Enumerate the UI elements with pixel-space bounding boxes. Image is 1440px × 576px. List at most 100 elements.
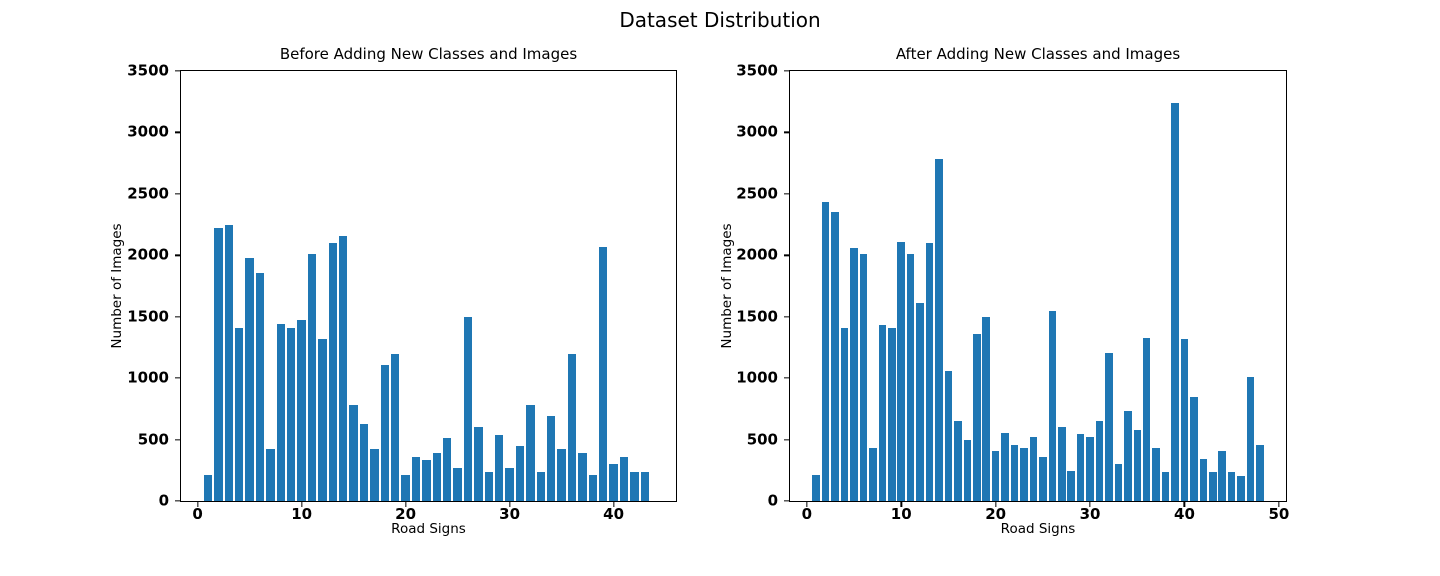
y-tick-mark [174,316,180,318]
bar [991,450,1000,501]
y-tick-label: 2500 [127,184,169,203]
bar [203,475,213,501]
bar [505,467,514,501]
bar [484,471,493,501]
bar [1227,472,1236,501]
x-tick-mark [806,502,808,508]
y-tick-label: 3500 [127,61,169,80]
bar [640,471,649,501]
bar [916,302,924,501]
bar [1067,470,1075,501]
bar [1190,396,1198,501]
bar [906,254,915,501]
bar [831,212,839,501]
bar [578,453,587,501]
bar [609,464,618,501]
y-tick-label: 500 [746,430,778,449]
bar [359,423,369,501]
y-tick-mark [783,316,789,318]
bar [1133,430,1142,501]
bar [214,228,223,501]
bar [307,254,317,501]
y-tick-label: 1500 [127,307,169,326]
x-tick-mark [1183,502,1186,508]
bar [944,371,953,501]
bar [1039,457,1047,501]
x-tick-label: 10 [890,505,912,523]
y-tick-mark [174,500,180,502]
y-tick-label: 0 [158,491,169,510]
y-tick-mark [174,438,180,441]
bar [235,327,244,501]
y-tick-mark [783,193,789,195]
bar [443,438,452,501]
y-tick-label: 1000 [127,368,169,387]
bar [526,405,535,501]
bar [1256,445,1264,501]
bar [1199,459,1208,501]
bar [963,439,972,501]
bar [954,421,962,501]
bar [1086,436,1094,501]
bar [276,324,285,501]
bar [557,449,566,501]
y-tick-mark [783,131,789,134]
y-tick-label: 3000 [736,122,778,141]
bar [935,159,943,501]
y-tick-label: 3500 [736,61,778,80]
bar [1246,376,1255,501]
bar [318,338,327,501]
y-tick-label: 2000 [736,245,778,264]
x-axis-label-after: Road Signs [1000,521,1076,537]
y-tick-label: 0 [767,491,778,510]
bar [1001,432,1009,501]
bar [245,257,254,501]
bar [453,467,462,501]
y-tick-label: 1500 [736,307,778,326]
y-tick-mark [783,70,789,72]
bar [287,327,296,501]
bar [224,224,233,501]
bar [897,241,905,501]
y-tick-label: 1000 [736,368,778,387]
bar [370,449,379,501]
bar [536,471,545,501]
bar [630,471,639,501]
bar [1057,427,1066,501]
bar [1105,352,1113,501]
bar [869,448,877,501]
bar [1142,338,1151,501]
subplot-after-title: After Adding New Classes and Images [895,45,1181,63]
bar [888,327,896,501]
bar [1237,475,1245,501]
bar [1048,310,1057,501]
subplot-before-title: Before Adding New Classes and Images [279,45,578,63]
bar [1209,471,1217,501]
bar [599,246,608,501]
x-tick-mark [508,502,511,508]
x-tick-mark [612,502,615,508]
bar [588,475,597,501]
y-axis-label-before: Number of Images [109,223,125,349]
bar [1124,410,1132,501]
bar [349,405,358,501]
bar [401,475,410,501]
bar [411,456,421,501]
x-tick-mark [196,502,199,508]
x-tick-label: 50 [1268,505,1290,523]
y-tick-mark [783,438,789,441]
bar [982,317,990,501]
bar [391,353,400,501]
bar [380,364,389,501]
bar [422,460,431,501]
bar [1076,434,1085,501]
bar [328,243,337,501]
bar [297,320,306,501]
bar [1095,420,1104,501]
bar [821,202,830,501]
bar [859,254,868,501]
x-tick-label: 30 [1079,505,1101,523]
figure-title: Dataset Distribution [619,8,821,32]
bar [1161,471,1170,501]
bar [515,445,525,501]
